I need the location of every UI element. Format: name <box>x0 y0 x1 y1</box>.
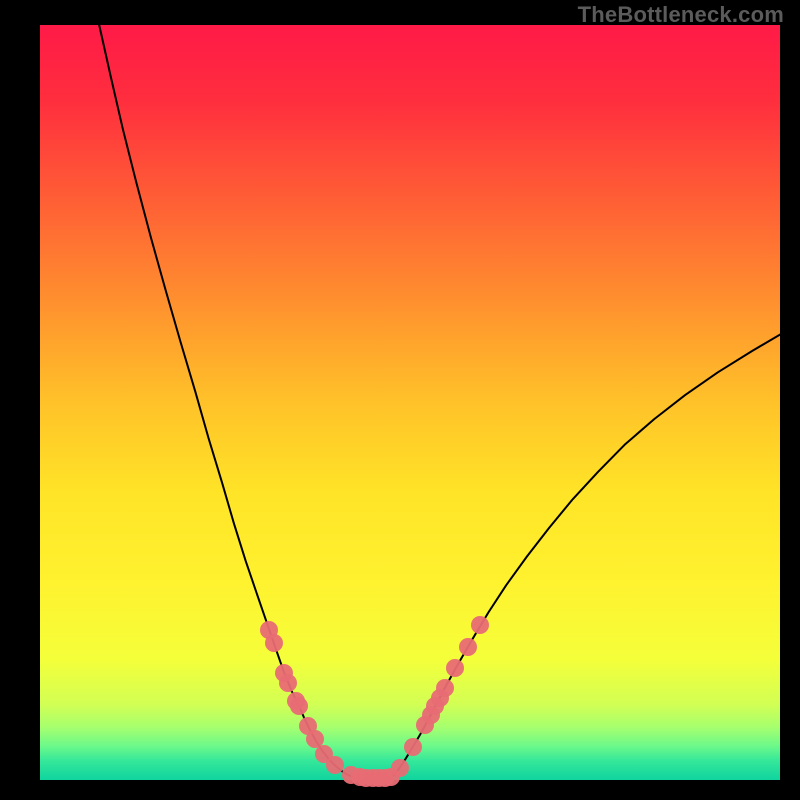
data-marker <box>459 638 477 656</box>
data-marker <box>265 634 283 652</box>
data-marker <box>471 616 489 634</box>
data-marker <box>446 659 464 677</box>
watermark-text: TheBottleneck.com <box>578 2 784 28</box>
marker-layer <box>40 25 780 780</box>
data-marker <box>391 759 409 777</box>
data-marker <box>404 738 422 756</box>
data-marker <box>436 679 454 697</box>
data-marker <box>326 756 344 774</box>
data-marker <box>290 697 308 715</box>
plot-area <box>40 25 780 780</box>
data-marker <box>279 674 297 692</box>
